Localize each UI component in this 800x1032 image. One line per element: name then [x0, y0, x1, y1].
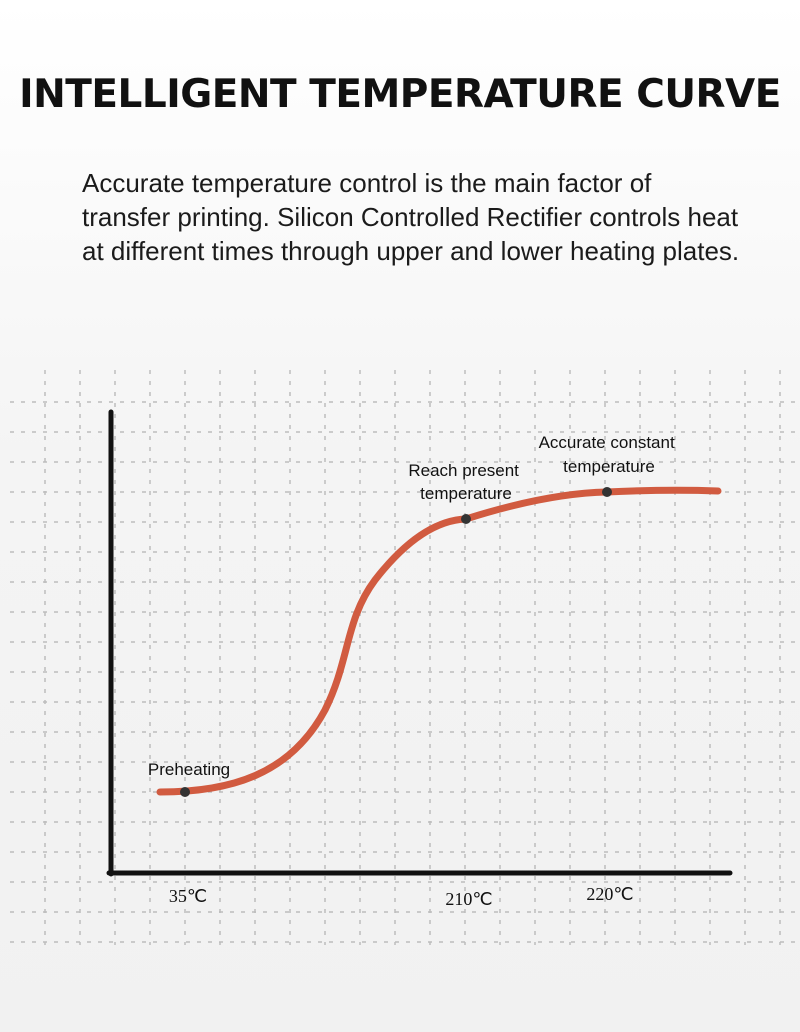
- preheating-point: [180, 787, 190, 797]
- constant-temperature-point: [602, 487, 612, 497]
- reach-present-temperature-label: Reach present temperature: [408, 461, 523, 503]
- tick-label-35: 35℃: [169, 886, 207, 906]
- preheating-label: Preheating: [148, 760, 230, 779]
- temperature-curve: [156, 486, 722, 796]
- tick-label-210: 210℃: [445, 889, 492, 909]
- tick-label-220: 220℃: [586, 884, 633, 904]
- description-text: Accurate temperature control is the main…: [82, 168, 740, 266]
- page-title: INTELLIGENT TEMPERATURE CURVE: [19, 72, 781, 117]
- reach-present-temperature-point: [461, 514, 471, 524]
- constant-temperature-label: Accurate constant temperature: [539, 433, 680, 476]
- background-grid: [10, 370, 800, 945]
